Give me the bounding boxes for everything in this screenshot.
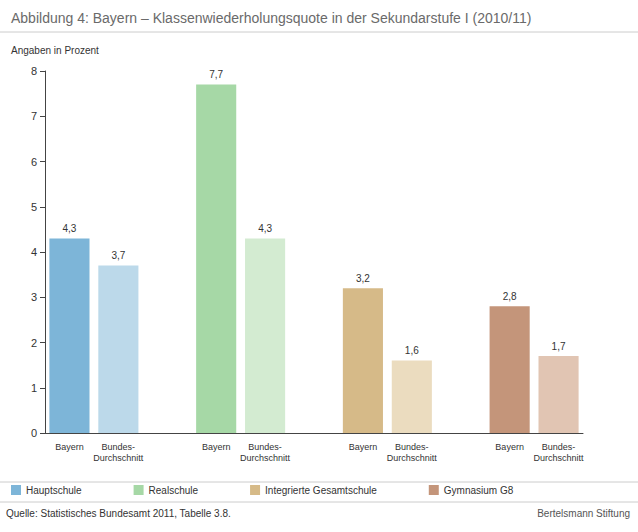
svg-text:1,6: 1,6 — [405, 345, 419, 356]
svg-text:Abbildung 4: Bayern – Klassenw: Abbildung 4: Bayern – Klassenwiederholun… — [11, 10, 531, 26]
svg-text:Durchschnitt: Durchschnitt — [387, 453, 438, 463]
svg-text:4,3: 4,3 — [258, 223, 272, 234]
svg-text:2: 2 — [31, 337, 37, 349]
svg-text:1: 1 — [31, 382, 37, 394]
svg-text:4: 4 — [31, 246, 37, 258]
svg-text:3: 3 — [31, 291, 37, 303]
svg-text:0: 0 — [31, 427, 37, 439]
svg-text:7,7: 7,7 — [209, 69, 223, 80]
svg-text:3,7: 3,7 — [111, 250, 125, 261]
svg-text:1,7: 1,7 — [552, 341, 566, 352]
svg-text:Realschule: Realschule — [149, 485, 199, 496]
svg-text:5: 5 — [31, 201, 37, 213]
svg-text:Integrierte Gesamtschule: Integrierte Gesamtschule — [265, 485, 377, 496]
svg-text:8: 8 — [31, 65, 37, 77]
svg-text:Gymnasium G8: Gymnasium G8 — [444, 485, 514, 496]
svg-text:Bayern: Bayern — [495, 442, 524, 452]
svg-text:Quelle: Statistisches Bundesam: Quelle: Statistisches Bundesamt 2011, Ta… — [6, 508, 231, 519]
svg-text:Bundes-: Bundes- — [248, 442, 282, 452]
svg-text:Hauptschule: Hauptschule — [26, 485, 82, 496]
svg-text:Durchschnitt: Durchschnitt — [534, 453, 585, 463]
svg-text:Angaben in Prozent: Angaben in Prozent — [11, 45, 99, 56]
svg-text:Bayern: Bayern — [349, 442, 378, 452]
svg-text:Bertelsmann Stiftung: Bertelsmann Stiftung — [537, 508, 630, 519]
svg-text:Bundes-: Bundes- — [102, 442, 136, 452]
svg-text:Durchschnitt: Durchschnitt — [93, 453, 144, 463]
svg-text:Bayern: Bayern — [55, 442, 84, 452]
svg-text:6: 6 — [31, 156, 37, 168]
svg-text:Bayern: Bayern — [202, 442, 231, 452]
svg-text:4,3: 4,3 — [63, 223, 77, 234]
svg-text:2,8: 2,8 — [503, 291, 517, 302]
svg-text:3,2: 3,2 — [356, 273, 370, 284]
svg-text:Bundes-: Bundes- — [542, 442, 576, 452]
svg-text:7: 7 — [31, 110, 37, 122]
svg-text:Bundes-: Bundes- — [395, 442, 429, 452]
svg-text:Durchschnitt: Durchschnitt — [240, 453, 291, 463]
